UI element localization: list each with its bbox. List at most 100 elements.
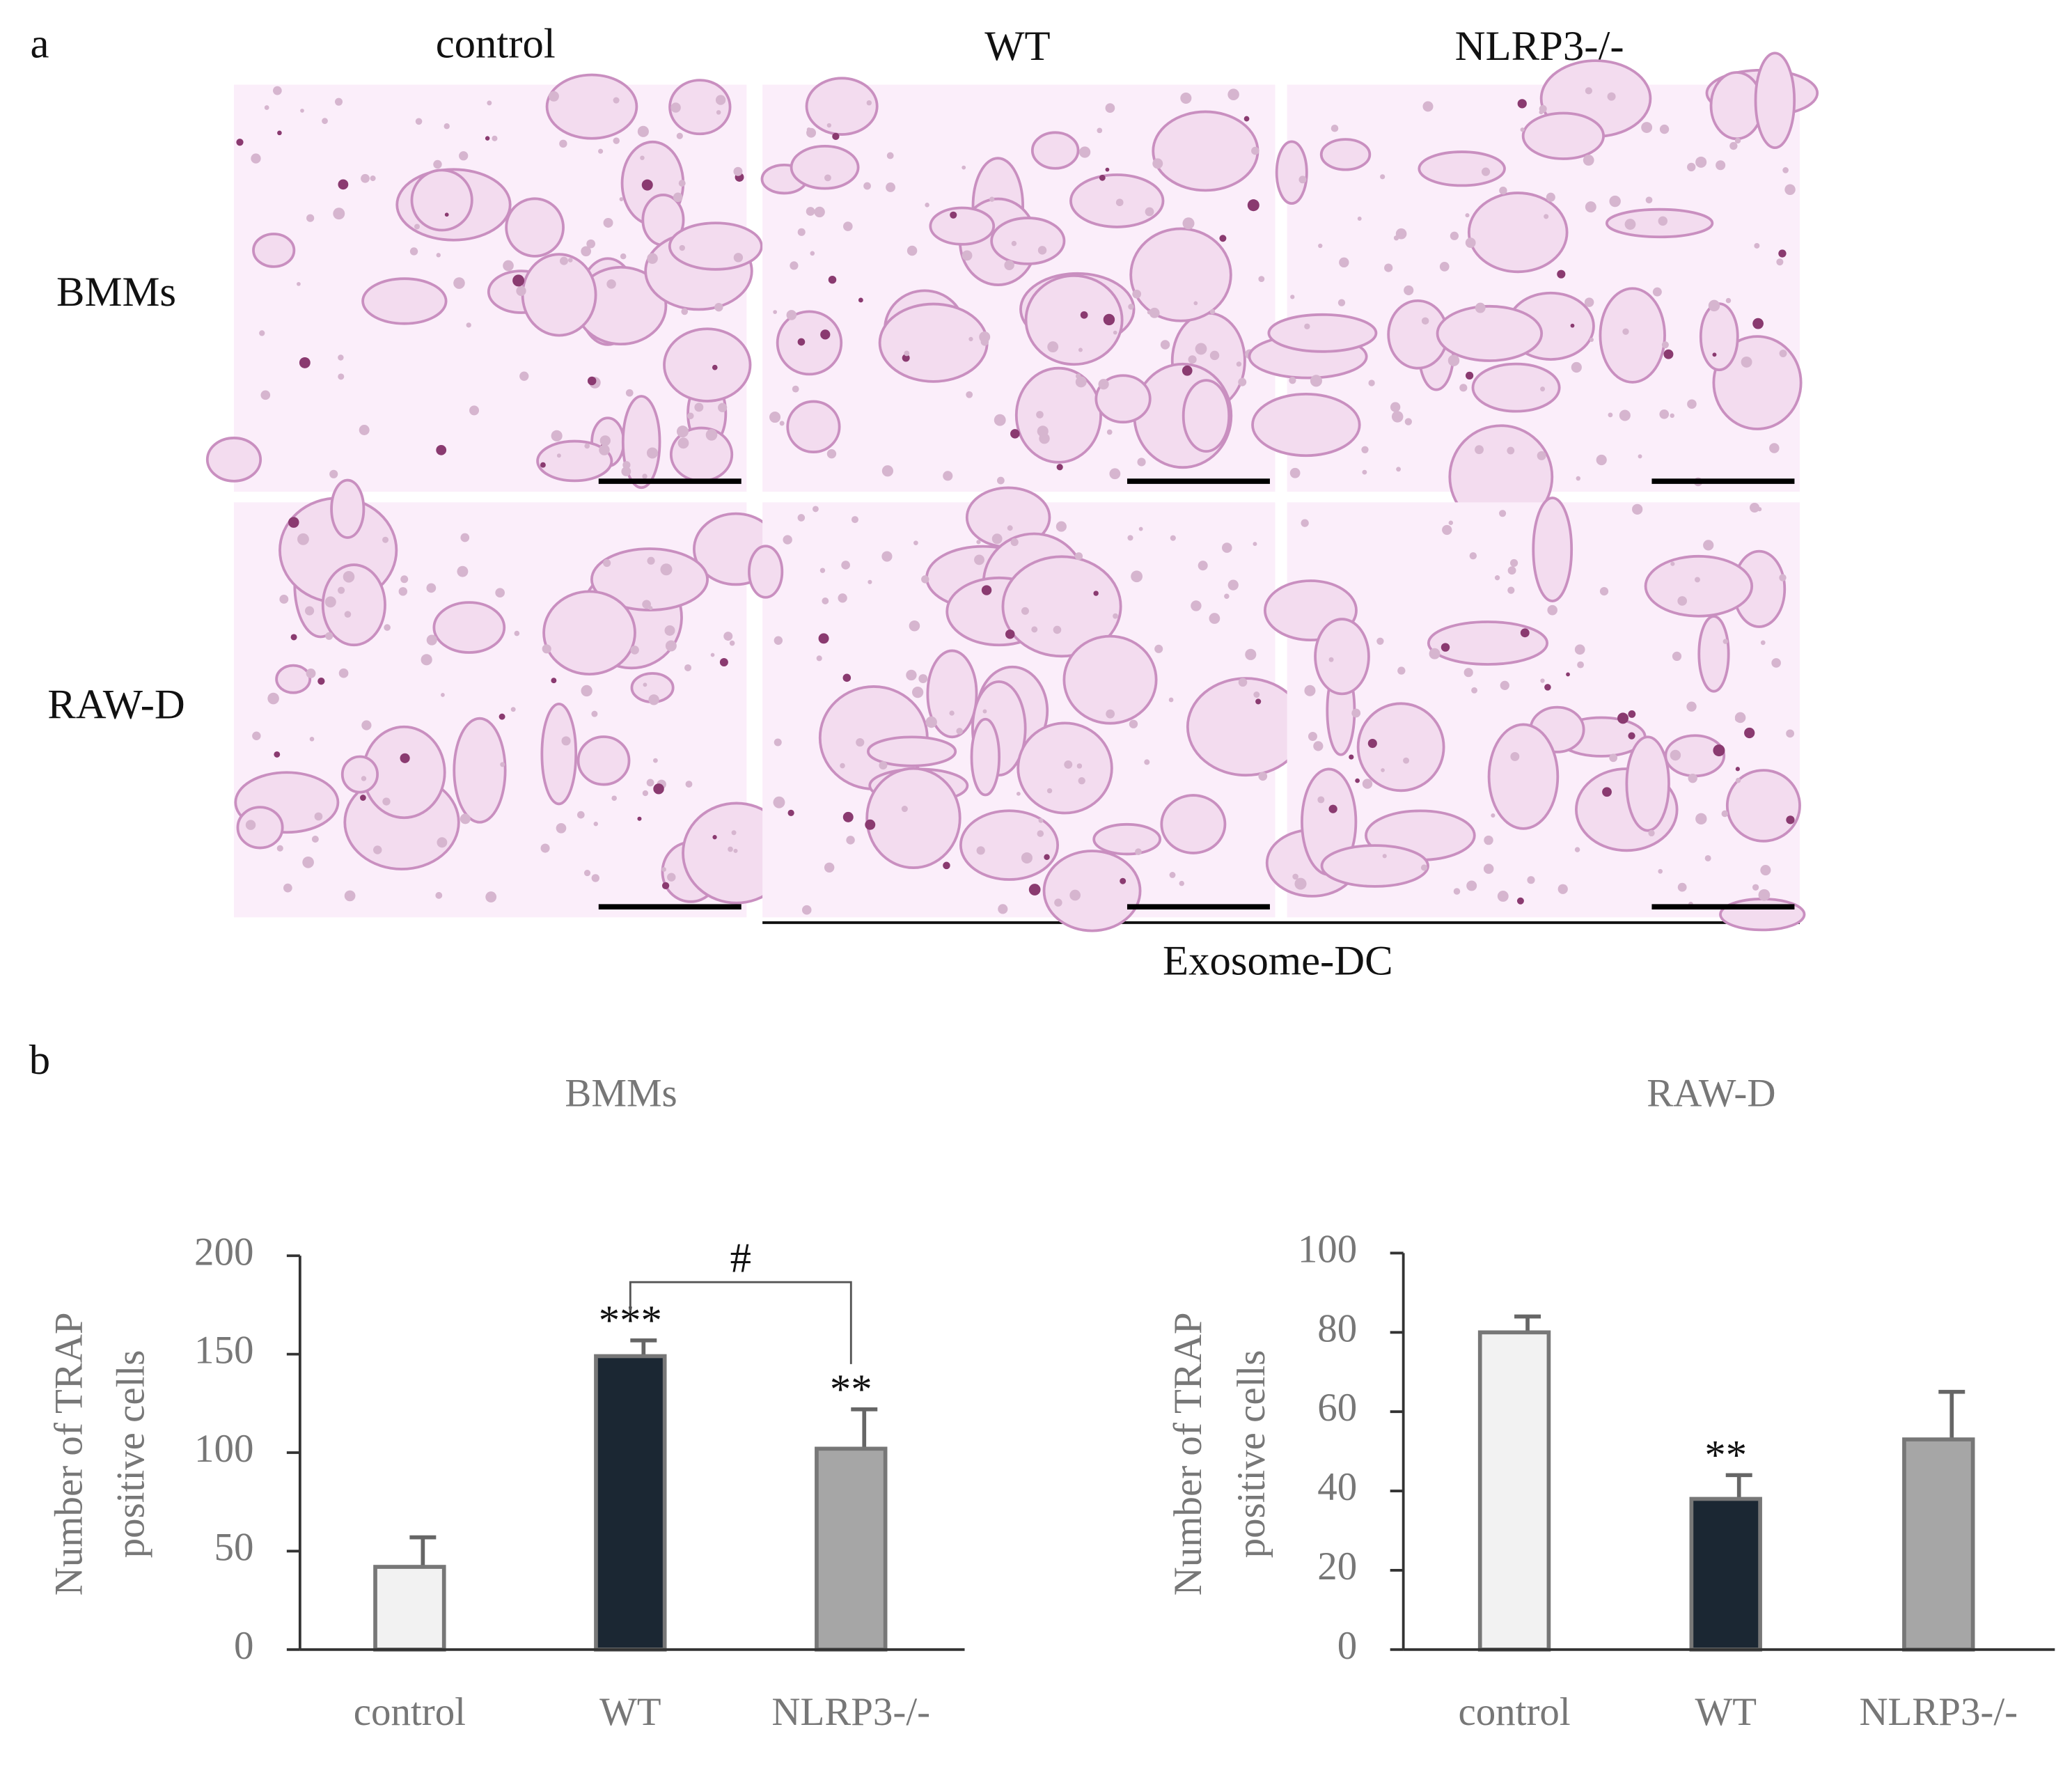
dot <box>1688 773 1697 783</box>
dot <box>503 260 514 272</box>
cell <box>1275 140 1308 205</box>
dot <box>1132 289 1142 299</box>
dot <box>1290 295 1295 299</box>
dot <box>1659 409 1670 419</box>
cell <box>1094 374 1152 424</box>
dot <box>769 411 781 423</box>
dot <box>1754 242 1760 249</box>
dot <box>1137 458 1146 467</box>
dot <box>466 322 471 328</box>
dot <box>653 758 658 763</box>
dot <box>1704 854 1711 861</box>
cell <box>540 703 578 806</box>
dot <box>1546 192 1555 202</box>
dot <box>591 710 598 717</box>
dot <box>1776 258 1784 266</box>
cell <box>776 310 843 376</box>
dot <box>1098 379 1109 390</box>
dot <box>866 100 872 106</box>
dot <box>309 737 315 742</box>
dot <box>400 753 410 763</box>
dot <box>338 668 349 678</box>
dot <box>1695 156 1707 168</box>
dot <box>1169 872 1176 878</box>
dot <box>1010 429 1020 439</box>
dot <box>1021 607 1029 615</box>
dot <box>1384 263 1393 272</box>
y-tick-label: 80 <box>1317 1306 1357 1350</box>
dot <box>1064 760 1073 769</box>
cell <box>1697 615 1730 693</box>
dot <box>1658 216 1668 226</box>
dot <box>949 710 955 716</box>
dot <box>801 905 812 915</box>
dot <box>1584 297 1594 307</box>
dot <box>1036 411 1044 419</box>
dot <box>1075 376 1087 388</box>
dot <box>1583 155 1594 166</box>
dot <box>1339 257 1349 268</box>
dot <box>677 437 689 449</box>
dot <box>646 447 659 459</box>
dot <box>1421 317 1429 325</box>
dot <box>1441 643 1450 652</box>
row-label: RAW-D <box>47 681 185 728</box>
dot <box>1054 898 1062 907</box>
dot <box>436 444 447 455</box>
dot <box>1304 685 1316 696</box>
dot <box>583 869 591 877</box>
dot <box>710 653 715 657</box>
cell <box>432 601 506 654</box>
dot <box>1318 243 1323 249</box>
dot <box>1607 92 1616 101</box>
dot <box>1779 574 1787 581</box>
dot <box>661 882 670 889</box>
dot <box>1080 311 1088 319</box>
dot <box>1298 175 1307 184</box>
dot <box>1420 864 1428 871</box>
cell <box>1644 554 1754 618</box>
dot <box>1663 349 1674 359</box>
dot <box>989 196 995 202</box>
dot <box>1429 648 1441 659</box>
dot <box>918 674 928 684</box>
dot <box>457 565 469 577</box>
dot <box>587 376 597 386</box>
dot <box>826 123 832 128</box>
cell <box>275 664 312 694</box>
dot <box>1499 186 1507 195</box>
y-tick-label: 0 <box>1337 1624 1357 1668</box>
y-axis-label: Number of TRAP <box>1166 1312 1210 1595</box>
panel-label: b <box>29 1037 50 1084</box>
dot <box>1752 318 1764 329</box>
dot <box>1658 868 1663 874</box>
dot <box>676 425 689 438</box>
dot <box>991 533 1003 545</box>
cell <box>1320 844 1429 888</box>
dot <box>444 212 449 217</box>
bar <box>373 1565 446 1652</box>
micrographs <box>205 52 1819 932</box>
dot <box>1734 137 1741 144</box>
dot <box>469 405 480 416</box>
dot <box>718 403 728 412</box>
dot <box>613 137 620 144</box>
dot <box>1628 710 1636 718</box>
dot <box>1459 384 1468 392</box>
dot <box>361 173 370 183</box>
y-axis-label: Number of TRAP <box>47 1312 91 1595</box>
dot <box>460 533 470 542</box>
dot <box>576 811 585 819</box>
dot <box>976 540 981 545</box>
dot <box>1602 787 1612 797</box>
dot <box>1310 375 1322 387</box>
dot <box>728 846 733 852</box>
dot <box>1355 778 1360 783</box>
dot <box>621 467 631 476</box>
dot <box>1106 709 1115 719</box>
dot <box>236 139 244 146</box>
bracket-label: # <box>730 1235 751 1282</box>
dot <box>1622 328 1629 335</box>
dot <box>382 536 389 543</box>
cell <box>1427 620 1549 666</box>
